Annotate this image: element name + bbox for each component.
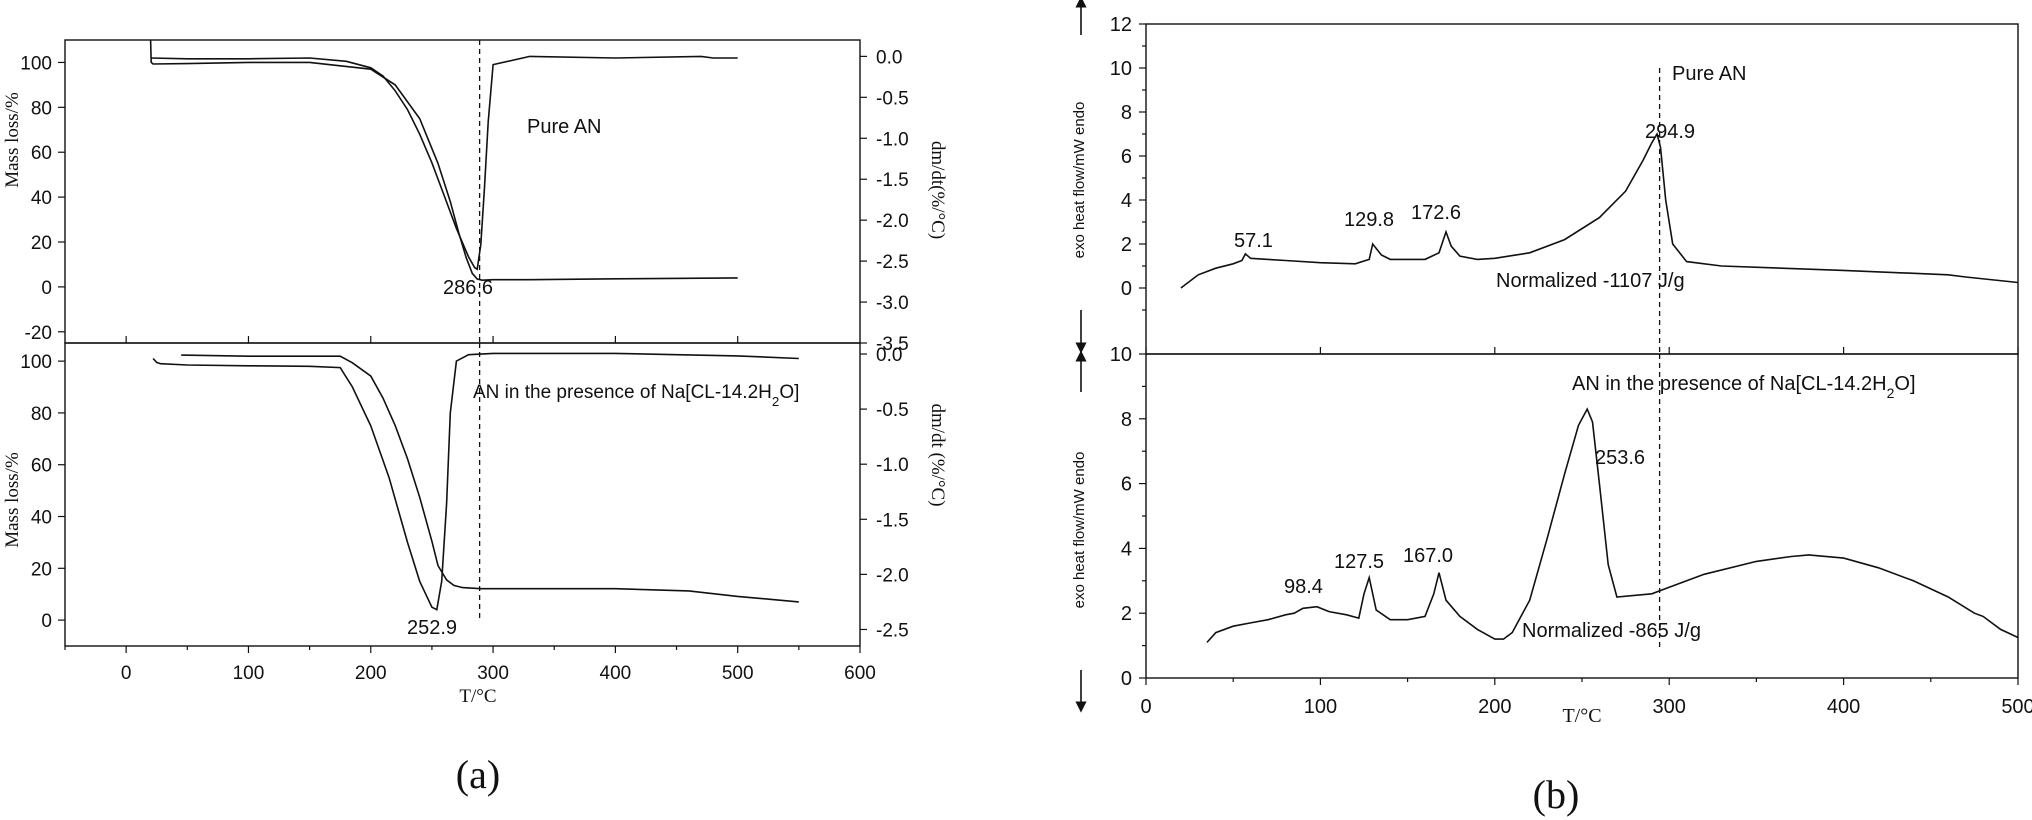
panel-a: -20 0 20 40 60 80 100 0.0 -0.5 -1.0 -1.5 -2.0 -2.5 -3…: [2, 39, 948, 797]
a-bottom-ylabel-left: Mass loss/%: [2, 452, 23, 548]
b-top-ylabel: exo heat flow/mW endo: [1071, 102, 1088, 259]
a-top-ytick-left-label: 80: [31, 98, 52, 119]
b-xtick-label: 400: [1827, 696, 1860, 718]
a-xtick-label: 300: [477, 663, 509, 684]
a-bottom-ytick-right-label: 0.0: [876, 345, 902, 366]
b-top-annotation-peak-172: 172.6: [1411, 202, 1461, 224]
a-bottom-ticks: 0 20 40 60 80 100 0.0 -0.5 -1.0 -1.5 -2.0 -2.5 0 100 2…: [20, 345, 908, 684]
a-top-ytick-right-label: -2.5: [876, 252, 909, 273]
a-bottom-ytick-left-label: 80: [31, 404, 52, 425]
b-bottom-curves: AN in the presence of Na[CL-14.2H2O] 253.…: [1206, 354, 2019, 650]
a-top-dmdt-curve: [150, 55, 738, 271]
a-xtick-label: 200: [355, 663, 387, 684]
b-bottom-ytick-label: 8: [1121, 409, 1132, 431]
b-bottom-ylabel: exo heat flow/mW endo: [1071, 452, 1088, 609]
b-top-heat-flow-curve: [1180, 131, 2019, 289]
a-xlabel: T/°C: [459, 686, 496, 707]
a-xtick-label: 600: [844, 663, 876, 684]
b-top-ytick-label: 6: [1121, 146, 1132, 168]
b-top-ytick-label: 0: [1121, 278, 1132, 300]
panel-label-a: (a): [456, 752, 500, 797]
a-top-ytick-right-label: -1.5: [876, 170, 909, 191]
b-top-annotation-peak-57: 57.1: [1234, 230, 1273, 252]
b-bottom-annotation-sample: AN in the presence of Na[CL-14.2H2O]: [1572, 373, 1916, 401]
a-xtick-label: 0: [121, 663, 132, 684]
b-top-ytick-label: 12: [1110, 14, 1132, 36]
a-bottom-ytick-right-label: -1.5: [876, 510, 909, 531]
b-top-ytick-label: 4: [1121, 190, 1132, 212]
b-top-curves: Pure AN 294.9 57.1 129.8 172.6 Normalized -11…: [1180, 63, 2019, 354]
a-top-ytick-left-label: 60: [31, 143, 52, 164]
a-xtick-label: 100: [233, 663, 265, 684]
a-xtick-label: 400: [600, 663, 632, 684]
a-top-ylabel-left: Mass loss/%: [2, 92, 23, 188]
a-top-annotation-peak: 286.6: [443, 277, 493, 299]
a-bottom-dmdt-curve: [152, 352, 799, 611]
a-xtick-label: 500: [722, 663, 754, 684]
a-top-ytick-left-label: 20: [31, 233, 52, 254]
a-bottom-ytick-left-label: 100: [20, 352, 52, 373]
b-top-annotation-normalized: Normalized -1107 J/g: [1496, 270, 1685, 292]
b-bottom-annotation-peak-98: 98.4: [1284, 576, 1323, 598]
a-top-ytick-left-label: 0: [41, 278, 52, 299]
a-top-ytick-right-label: -3.0: [876, 293, 909, 314]
a-bottom-ytick-right-label: -0.5: [876, 400, 909, 421]
b-top-ticks: 0 2 4 6 8 10 12: [1110, 14, 2019, 354]
b-bottom-ytick-label: 0: [1121, 668, 1132, 690]
b-bottom-ytick-label: 2: [1121, 603, 1132, 625]
b-bottom-ytick-label: 10: [1110, 344, 1132, 366]
a-bottom-ytick-right-label: -2.5: [876, 620, 909, 641]
a-bottom-ytick-left-label: 20: [31, 559, 52, 580]
b-top-annotation-peak-129: 129.8: [1344, 209, 1394, 231]
b-bottom-annotation-normalized: Normalized -865 J/g: [1522, 620, 1701, 642]
b-top-ytick-label: 2: [1121, 234, 1132, 256]
a-top-ylabel-right: dm/dt(%/°C): [927, 141, 948, 239]
a-bottom-ytick-right-label: -1.0: [876, 455, 909, 476]
a-bottom-mass-loss-curve: [181, 354, 799, 603]
a-top-ytick-right-label: -0.5: [876, 88, 909, 109]
b-xtick-label: 300: [1653, 696, 1686, 718]
b-top-annotation-pure-an: Pure AN: [1672, 63, 1746, 85]
a-top-annotation-pure-an: Pure AN: [527, 116, 601, 138]
a-bottom-ytick-left-label: 60: [31, 456, 52, 477]
b-top-ytick-label: 10: [1110, 58, 1132, 80]
a-top-ytick-left-label: 100: [20, 53, 52, 74]
b-bottom-annotation-peak-253: 253.6: [1595, 447, 1645, 469]
a-top-ytick-left-label: -20: [25, 323, 52, 344]
b-xtick-label: 0: [1140, 696, 1151, 718]
b-top-ytick-label: 8: [1121, 102, 1132, 124]
a-bottom-annotation-peak: 252.9: [407, 617, 457, 639]
b-bottom-ytick-label: 6: [1121, 474, 1132, 496]
panel-label-b: (b): [1533, 772, 1580, 817]
b-xtick-label: 500: [2001, 696, 2032, 718]
b-bottom-annotation-peak-127: 127.5: [1334, 551, 1384, 573]
a-bottom-ytick-left-label: 40: [31, 508, 52, 529]
a-top-ytick-right-label: 0.0: [876, 47, 902, 68]
a-top-curves: Pure AN 286.6: [149, 39, 738, 343]
a-bottom-ytick-left-label: 0: [41, 611, 52, 632]
b-xtick-label: 200: [1478, 696, 1511, 718]
b-bottom-heat-flow-curve: [1206, 407, 2019, 643]
a-bottom-curves: AN in the presence of Na[CL-14.2H2O] 252.…: [152, 343, 799, 639]
a-top-mass-loss-curve: [149, 39, 738, 282]
b-xlabel: T/°C: [1562, 705, 1601, 727]
a-top-ticks: -20 0 20 40 60 80 100 0.0 -0.5 -1.0 -1.5 -2.0 -2.5 -3…: [20, 47, 908, 355]
b-bottom-annotation-peak-167: 167.0: [1403, 545, 1453, 567]
b-xtick-label: 100: [1304, 696, 1337, 718]
a-top-ytick-right-label: -3.5: [876, 334, 909, 355]
a-top-ytick-right-label: -2.0: [876, 211, 909, 232]
b-top-plot-frame: [1145, 23, 2019, 355]
a-bottom-annotation-sample: AN in the presence of Na[CL-14.2H2O]: [473, 382, 799, 409]
b-top-annotation-peak-294: 294.9: [1645, 121, 1695, 143]
a-bottom-ylabel-right: dm/dt (%/°C): [927, 403, 948, 506]
a-bottom-ytick-right-label: -2.0: [876, 565, 909, 586]
a-top-ytick-left-label: 40: [31, 188, 52, 209]
a-bottom-plot-frame: [64, 342, 861, 647]
b-bottom-ytick-label: 4: [1121, 538, 1132, 560]
a-top-ytick-right-label: -1.0: [876, 129, 909, 150]
